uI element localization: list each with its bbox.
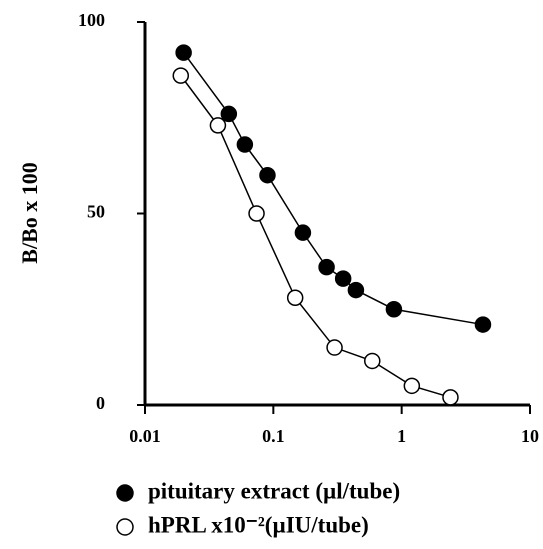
x-tick-label: 10 — [521, 426, 539, 446]
data-point — [442, 389, 459, 406]
data-point — [347, 281, 365, 299]
x-tick-label: 0.1 — [262, 426, 285, 446]
x-tick-label: 1 — [397, 426, 406, 446]
data-point — [286, 289, 304, 307]
data-point — [236, 136, 254, 153]
data-point — [318, 258, 335, 276]
y-tick-label: 100 — [78, 10, 105, 30]
legend-label: hPRL x10⁻²(µIU/tube) — [148, 512, 369, 537]
y-tick-label: 50 — [87, 202, 105, 222]
data-point — [334, 270, 352, 287]
legend-marker — [116, 484, 134, 502]
x-tick-label: 0.01 — [129, 426, 161, 446]
data-point — [209, 117, 227, 134]
data-point — [175, 44, 192, 61]
legend-label: pituitary extract (µl/tube) — [148, 478, 400, 503]
data-point — [294, 224, 312, 241]
series-line — [183, 52, 484, 326]
data-point — [364, 352, 381, 370]
legend-marker — [116, 518, 134, 536]
data-point — [248, 205, 265, 222]
data-point — [172, 67, 190, 84]
y-axis-label: B/Bo x 100 — [17, 162, 42, 263]
data-point — [326, 339, 343, 356]
y-tick-label: 0 — [96, 393, 105, 413]
data-point — [385, 301, 403, 318]
data-point — [403, 377, 421, 395]
data-point — [474, 316, 492, 333]
data-point — [220, 105, 238, 123]
data-point — [259, 166, 276, 184]
